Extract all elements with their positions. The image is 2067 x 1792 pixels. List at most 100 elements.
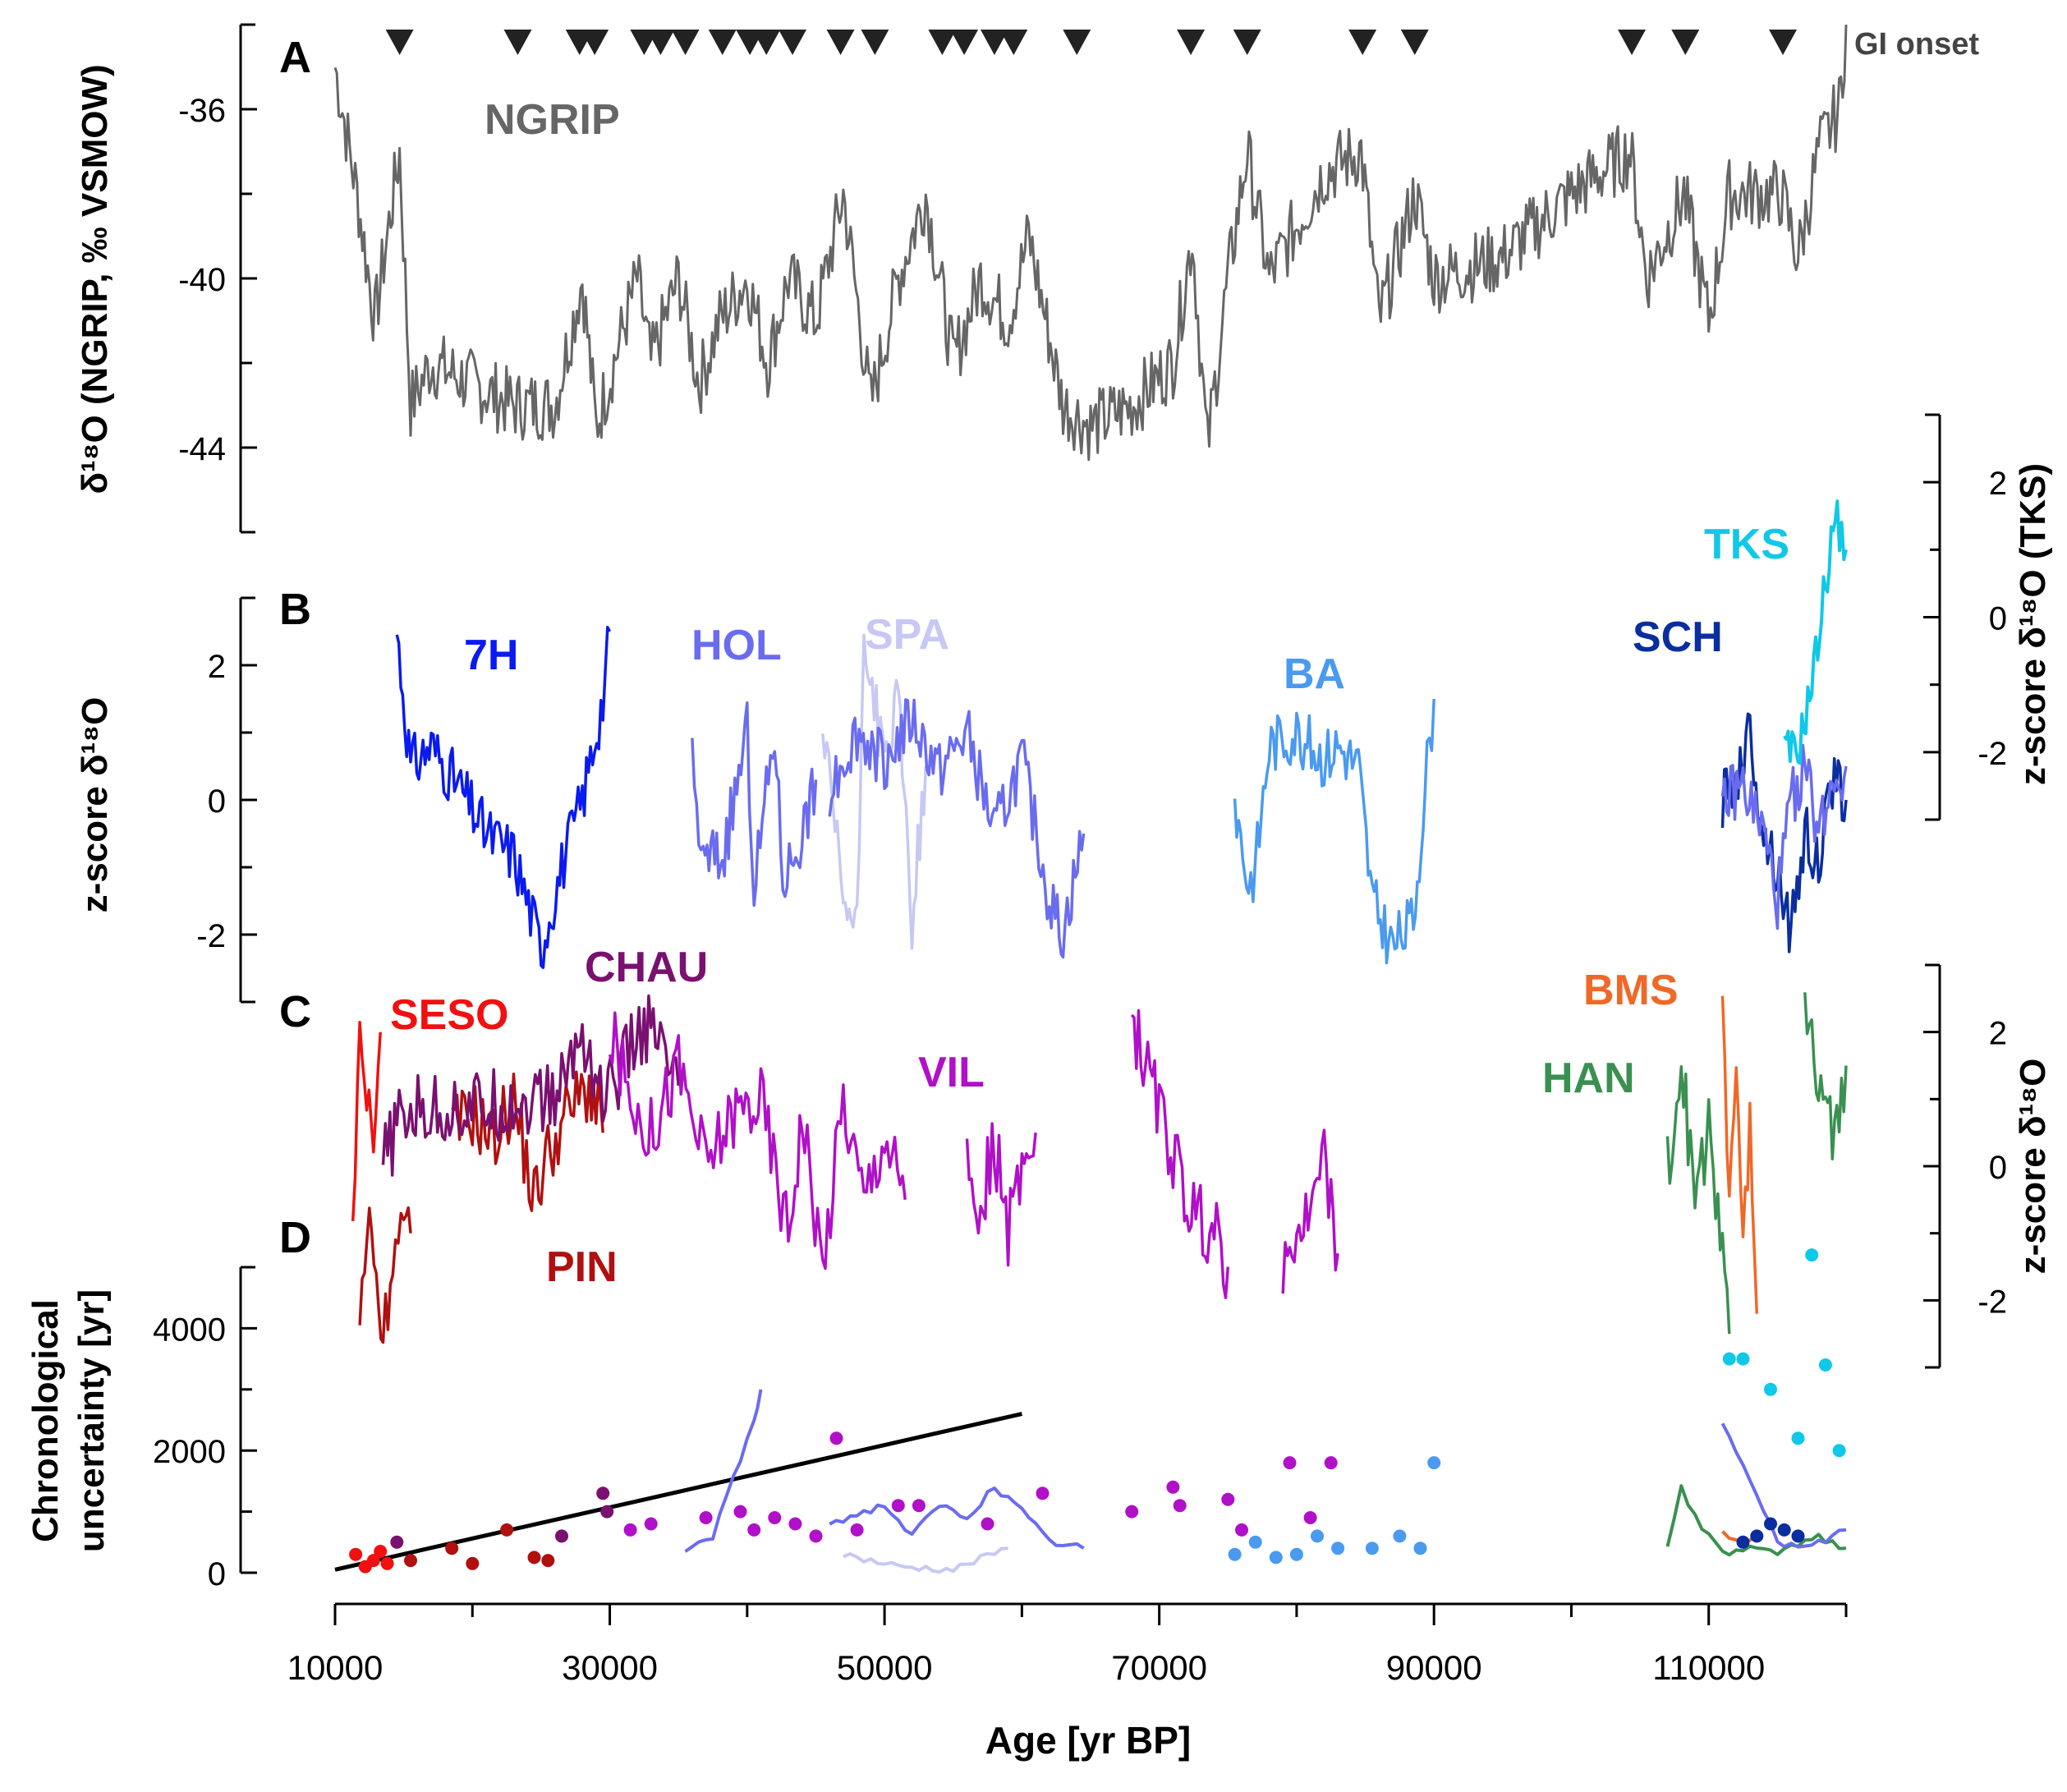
uncertainty-ba-point [1228, 1547, 1242, 1561]
gi-onset-marker [928, 30, 957, 55]
uncertainty-ba-point [1427, 1456, 1441, 1470]
axis-d-tick-label: 2000 [153, 1434, 226, 1470]
series-label-han: HAN [1542, 1055, 1635, 1102]
axis-b-right-tick-label: -2 [1977, 736, 2007, 772]
uncertainty-pin-point [445, 1542, 459, 1555]
uncertainty-vil-point [1036, 1486, 1050, 1500]
axis-b-tick-label: -2 [196, 918, 226, 954]
gi-onset-marker [503, 30, 532, 55]
uncertainty-vil-point [1324, 1456, 1338, 1470]
uncertainty-pin-point [466, 1556, 480, 1570]
series-label-chau: CHAU [585, 944, 708, 991]
uncertainty-tks-point [1791, 1431, 1805, 1445]
uncertainty-vil-point [891, 1499, 905, 1513]
uncertainty-sch-point [1777, 1523, 1791, 1537]
series-c-seso-line [351, 1021, 382, 1221]
axis-b-tick-label: 0 [208, 783, 226, 820]
axis-c-right-title: z-score δ¹⁸O [2013, 1059, 2053, 1275]
axis-c-right-tick-label: -2 [1977, 1284, 2007, 1320]
series-c-pin-line [358, 1206, 412, 1344]
gi-onset-marker [1400, 30, 1429, 55]
series-label-spa: SPA [865, 611, 949, 659]
uncertainty-pin-point [541, 1554, 555, 1568]
x-axis-title: Age [yr BP] [985, 1719, 1191, 1762]
axis-c-right-tick-label: 2 [1989, 1016, 2007, 1052]
uncertainty-vil-point [623, 1523, 637, 1537]
series-c-han-line [1803, 992, 1848, 1160]
gi-onset-marker [826, 30, 855, 55]
uncertainty-vil-point [699, 1511, 713, 1524]
uncertainty-vil-point [788, 1517, 802, 1531]
uncertainty-chau-point [600, 1505, 614, 1519]
panel-label-c: C [279, 987, 311, 1036]
uncertainty-ba-point [1248, 1535, 1262, 1549]
series-b-tks-line [1783, 499, 1848, 765]
series-c-han-line [1665, 1065, 1731, 1335]
uncertainty-vil-point [1166, 1480, 1180, 1494]
uncertainty-vil-point [1173, 1499, 1187, 1513]
uncertainty-hol-line [829, 1486, 1085, 1550]
series-b-spa-line [821, 633, 928, 950]
panel-label-a: A [279, 33, 311, 82]
uncertainty-seso-point [380, 1556, 394, 1570]
ngrip-series-line [333, 24, 1848, 462]
gi-onset-marker [950, 30, 979, 55]
uncertainty-vil-point [1221, 1492, 1235, 1506]
ngrip-label: NGRIP [485, 96, 620, 144]
gi-onset-marker [385, 30, 414, 55]
series-c-pin-line [451, 1070, 604, 1212]
series-label-pin: PIN [546, 1243, 618, 1291]
gi-onset-marker [1177, 30, 1206, 55]
uncertainty-vil-point [850, 1523, 864, 1537]
x-axis-tick-label: 30000 [562, 1648, 658, 1687]
uncertainty-vil-point [644, 1517, 658, 1531]
uncertainty-vil-point [1303, 1511, 1317, 1524]
uncertainty-tks-point [1736, 1352, 1750, 1366]
uncertainty-pin-point [500, 1523, 514, 1537]
axis-c-right-tick-label: 0 [1989, 1150, 2007, 1186]
uncertainty-spa-line [843, 1546, 1008, 1574]
series-c-bms-line [1720, 995, 1759, 1314]
uncertainty-chau-point [596, 1486, 610, 1500]
x-axis-tick-label: 10000 [287, 1648, 384, 1687]
series-label-7h: 7H [464, 632, 518, 679]
series-label-hol: HOL [691, 622, 782, 669]
axis-b-right-tick-label: 2 [1989, 466, 2007, 502]
uncertainty-hol-line [684, 1389, 763, 1553]
uncertainty-vil-point [1125, 1505, 1139, 1519]
gi-onset-marker [1671, 30, 1700, 55]
gi-onset-marker [1769, 30, 1798, 55]
gi-onset-marker [646, 30, 675, 55]
uncertainty-vil-point [733, 1505, 747, 1519]
uncertainty-ba-point [1413, 1542, 1427, 1555]
gi-onset-marker [708, 30, 737, 55]
axis-a-tick-label: -40 [178, 262, 226, 298]
axis-a-tick-label: -44 [178, 431, 226, 467]
uncertainty-vil-point [829, 1431, 843, 1445]
gi-onset-label: GI onset [1854, 27, 1979, 62]
uncertainty-pin-point [404, 1554, 417, 1568]
uncertainty-ba-point [1331, 1542, 1345, 1555]
uncertainty-ba-point [1393, 1529, 1407, 1543]
series-b-sch-line [1720, 743, 1848, 930]
series-layer [333, 24, 1848, 1574]
uncertainty-vil-point [747, 1523, 761, 1537]
uncertainty-pin-point [527, 1551, 541, 1565]
uncertainty-vil-point [912, 1499, 926, 1513]
axis-a-tick-label: -36 [178, 93, 226, 129]
gi-onset-marker [779, 30, 807, 55]
gi-onset-marker [999, 30, 1028, 55]
uncertainty-ba-point [1289, 1547, 1303, 1561]
series-b-hol-line [828, 698, 1086, 959]
axis-b-right-title: z-score δ¹⁸O (TKS) [2013, 463, 2053, 785]
uncertainty-seso-point [349, 1547, 363, 1561]
uncertainty-seso-point [374, 1545, 388, 1558]
series-c-vil-line [608, 1011, 907, 1270]
uncertainty-vil-point [981, 1517, 994, 1531]
uncertainty-ba-point [1365, 1542, 1379, 1555]
series-label-tks: TKS [1704, 521, 1789, 568]
panel-label-d: D [279, 1213, 311, 1262]
uncertainty-tks-point [1832, 1444, 1846, 1458]
series-b-7h-line [395, 626, 612, 969]
